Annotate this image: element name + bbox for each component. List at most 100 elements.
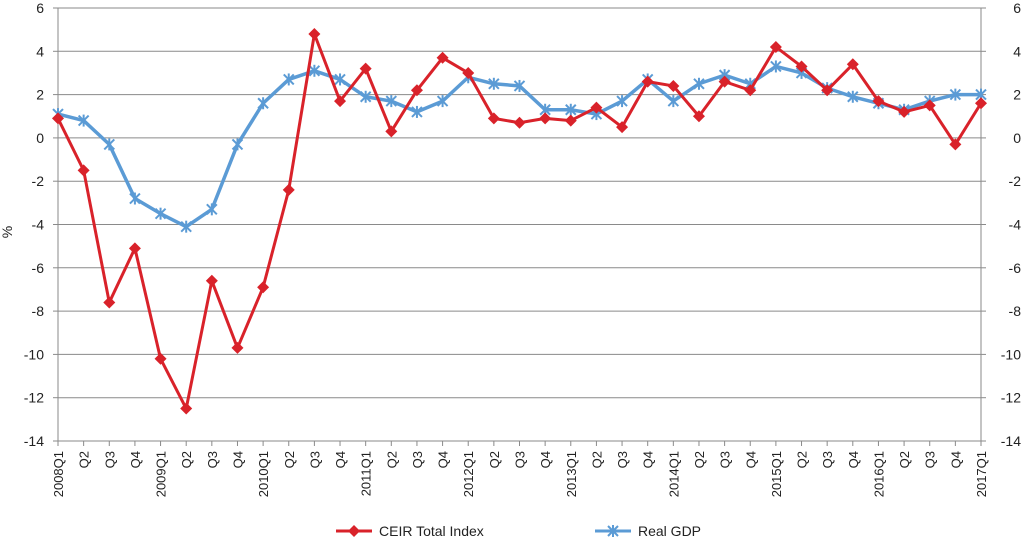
data-point-diamond — [257, 281, 270, 294]
data-point-asterisk — [77, 114, 90, 127]
y-tick-label: -8 — [32, 303, 45, 319]
data-point-diamond — [898, 105, 911, 118]
x-tick-label: 2017Q1 — [974, 451, 989, 497]
x-tick-label: Q3 — [513, 451, 528, 468]
data-point-diamond — [590, 101, 603, 114]
data-point-asterisk — [283, 73, 295, 86]
x-tick-label: Q4 — [743, 451, 758, 468]
x-tick-label: Q3 — [410, 451, 425, 468]
x-tick-label: 2013Q1 — [564, 451, 579, 497]
data-point-diamond — [718, 75, 731, 88]
data-point-diamond — [359, 62, 372, 75]
data-point-diamond — [385, 125, 398, 138]
data-point-asterisk — [334, 73, 346, 86]
x-tick-label: Q3 — [307, 451, 322, 468]
data-point-diamond — [564, 114, 577, 127]
data-point-diamond — [769, 40, 782, 53]
data-point-diamond — [744, 84, 757, 97]
data-point-diamond — [539, 112, 552, 125]
legend: CEIR Total Index Real GDP — [336, 523, 701, 539]
y-tick-label-right: 4 — [1013, 43, 1021, 59]
legend-label: Real GDP — [638, 523, 701, 539]
data-point-diamond — [205, 274, 218, 287]
y-axis-label: % — [0, 226, 15, 238]
data-point-asterisk — [607, 525, 619, 537]
data-point-asterisk — [847, 90, 859, 103]
y-axis-right-ticks: 6 4 2 0 -2 -4 -6 -8 -10 -12 -14 — [1001, 0, 1021, 449]
data-point-diamond — [334, 95, 347, 108]
x-tick-label: Q4 — [333, 451, 348, 468]
x-tick-label: 2009Q1 — [154, 451, 169, 497]
data-point-asterisk — [308, 64, 321, 77]
data-point-asterisk — [949, 88, 962, 101]
y-tick-label-right: -14 — [1001, 433, 1021, 449]
data-point-asterisk — [513, 79, 526, 92]
x-tick-label: Q4 — [846, 451, 861, 468]
x-tick-label: Q4 — [948, 451, 963, 468]
data-point-diamond — [513, 116, 526, 129]
y-tick-label-right: 2 — [1013, 87, 1021, 103]
y-tick-label-right: -10 — [1001, 346, 1021, 362]
data-point-asterisk — [616, 95, 628, 108]
x-axis-ticks: 2008Q1 Q2 Q3 Q4 2009Q1 Q2 Q3 Q4 2010Q1 Q2 Q3 Q4 2011… — [51, 451, 989, 497]
data-point-diamond — [436, 51, 449, 64]
x-tick-label: Q3 — [102, 451, 117, 468]
data-point-diamond — [641, 75, 654, 88]
data-point-diamond — [154, 352, 167, 365]
data-point-asterisk — [103, 138, 115, 151]
data-point-diamond — [231, 341, 244, 354]
data-point-diamond — [410, 84, 423, 97]
x-tick-label: 2014Q1 — [666, 451, 681, 497]
data-point-diamond — [923, 99, 936, 112]
x-tick-label: 2012Q1 — [461, 451, 476, 497]
y-tick-label-right: -12 — [1001, 390, 1021, 406]
data-point-asterisk — [488, 77, 500, 90]
x-tick-label: Q2 — [282, 451, 297, 468]
y-tick-label-right: -6 — [1009, 260, 1022, 276]
x-tick-label: Q4 — [230, 451, 245, 468]
data-point-diamond — [348, 525, 360, 537]
x-tick-label: Q2 — [795, 451, 810, 468]
y-tick-label: -6 — [32, 260, 45, 276]
data-point-asterisk — [385, 95, 398, 108]
data-point-asterisk — [411, 105, 423, 118]
data-point-diamond — [795, 60, 808, 73]
x-tick-label: Q2 — [179, 451, 194, 468]
data-point-diamond — [487, 112, 500, 125]
data-point-diamond — [616, 121, 629, 134]
y-tick-label: 0 — [36, 130, 44, 146]
data-point-asterisk — [436, 95, 449, 108]
x-tick-label: Q2 — [384, 451, 399, 468]
axes — [53, 7, 986, 446]
x-tick-label: 2008Q1 — [51, 451, 66, 497]
y-tick-label-right: 6 — [1013, 0, 1021, 16]
data-point-asterisk — [257, 97, 269, 110]
data-point-diamond — [975, 97, 987, 110]
data-point-diamond — [667, 79, 680, 92]
data-point-diamond — [692, 110, 705, 123]
data-point-asterisk — [154, 207, 167, 220]
data-point-diamond — [52, 112, 64, 125]
x-tick-label: Q2 — [897, 451, 912, 468]
data-point-diamond — [77, 164, 90, 177]
x-tick-label: Q4 — [538, 451, 553, 468]
y-tick-label: 2 — [36, 87, 44, 103]
y-tick-label: 4 — [36, 43, 44, 59]
x-tick-label: 2011Q1 — [359, 451, 374, 496]
y-tick-label: -4 — [32, 217, 45, 233]
y-axis-left-ticks: 6 4 2 0 -2 -4 -6 -8 -10 -12 -14 — [24, 0, 44, 449]
data-point-diamond — [462, 66, 475, 79]
data-point-asterisk — [770, 60, 782, 73]
data-point-diamond — [103, 296, 116, 309]
x-tick-label: Q2 — [589, 451, 604, 468]
x-tick-label: 2010Q1 — [256, 451, 271, 497]
y-tick-label: 6 — [36, 0, 44, 16]
y-tick-label-right: 0 — [1013, 130, 1021, 146]
y-tick-label-right: -2 — [1009, 173, 1022, 189]
data-point-diamond — [846, 58, 859, 71]
data-point-diamond — [872, 95, 885, 108]
legend-label: CEIR Total Index — [379, 523, 484, 539]
data-point-asterisk — [693, 77, 705, 90]
x-tick-label: Q4 — [436, 451, 451, 468]
